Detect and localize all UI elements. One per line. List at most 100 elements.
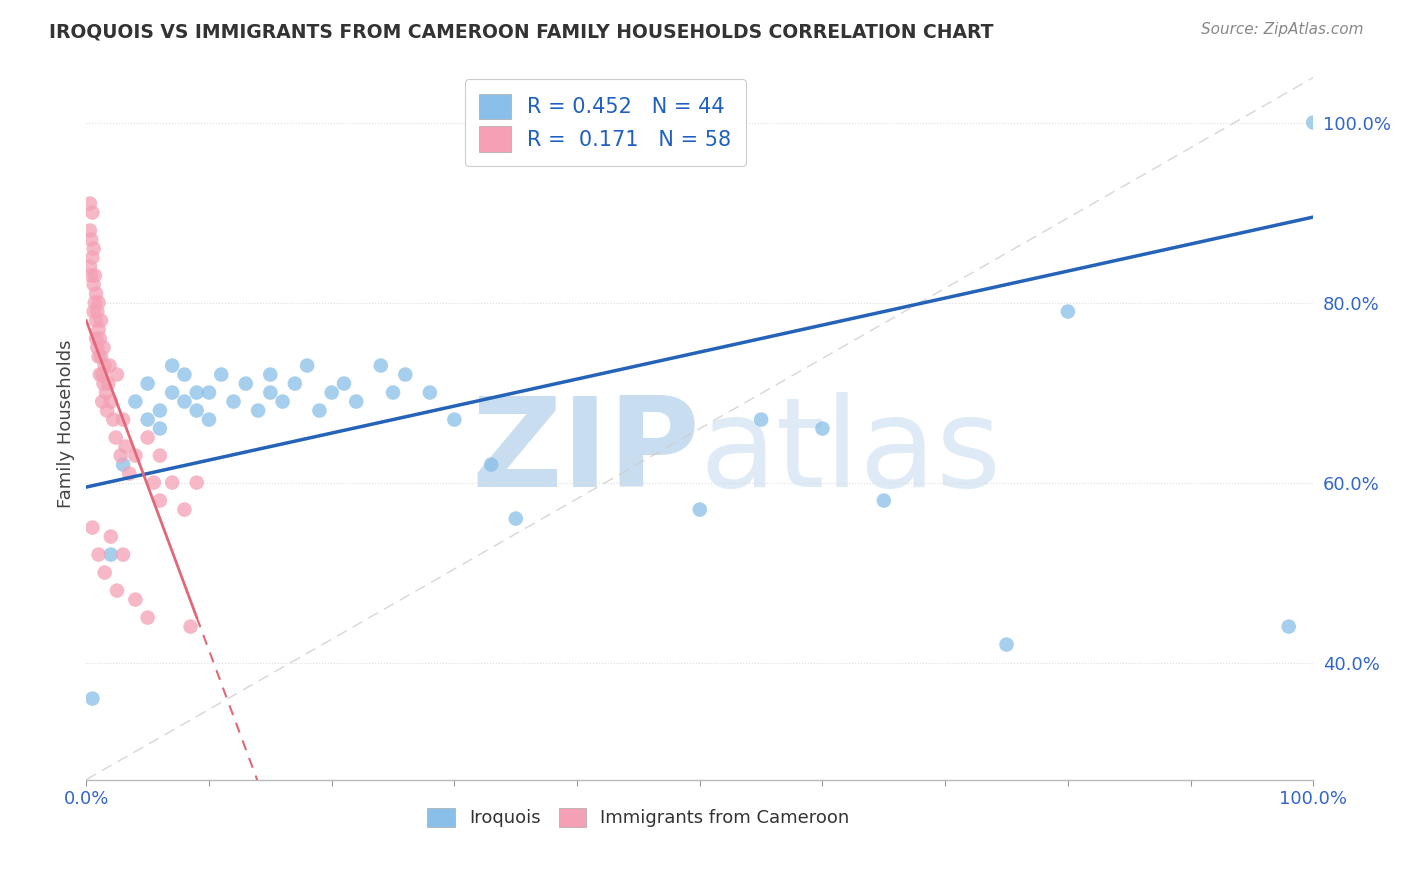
Point [114,440,136,454]
Point [160,359,183,373]
Point [90,350,112,364]
Point [89,368,111,382]
Point [105,583,128,598]
Point [93,566,115,580]
Point [84,286,107,301]
Point [93,376,115,391]
Point [173,502,195,516]
Point [90,313,112,327]
Point [93,341,115,355]
Point [82,251,104,265]
Point [105,368,128,382]
Point [149,493,172,508]
Point [321,385,343,400]
Point [505,511,527,525]
Point [186,403,208,417]
Point [80,233,103,247]
Point [118,467,141,481]
Point [222,394,245,409]
Point [124,394,146,409]
Point [82,691,104,706]
Point [370,359,392,373]
Point [1278,619,1301,633]
Point [995,638,1018,652]
Point [124,449,146,463]
Point [295,359,318,373]
Point [198,385,221,400]
Point [94,385,117,400]
Point [160,475,183,490]
Point [91,394,114,409]
Point [749,412,772,426]
Text: atlas: atlas [700,392,1002,513]
Point [811,421,834,435]
Point [247,403,270,417]
Point [344,394,367,409]
Point [136,376,159,391]
Point [103,412,125,426]
Point [112,412,135,426]
Point [149,421,172,435]
Y-axis label: Family Households: Family Households [58,340,75,508]
Point [100,548,122,562]
Point [86,341,108,355]
Point [83,242,105,256]
Point [80,268,103,283]
Point [149,403,172,417]
Point [104,431,127,445]
Point [284,376,307,391]
Point [136,431,159,445]
Point [382,385,405,400]
Point [198,412,221,426]
Point [209,368,232,382]
Point [83,277,105,292]
Text: Source: ZipAtlas.com: Source: ZipAtlas.com [1201,22,1364,37]
Point [136,610,159,624]
Point [91,368,114,382]
Point [160,385,183,400]
Point [96,403,118,417]
Point [149,449,172,463]
Point [97,376,120,391]
Point [79,196,101,211]
Point [1057,304,1080,318]
Point [124,592,146,607]
Point [419,385,441,400]
Text: ZIP: ZIP [471,392,700,513]
Point [82,205,104,219]
Point [112,548,135,562]
Point [333,376,356,391]
Point [259,385,281,400]
Point [100,394,122,409]
Point [87,322,110,336]
Point [84,313,107,327]
Point [100,530,122,544]
Point [1302,115,1324,129]
Point [87,350,110,364]
Point [83,304,105,318]
Point [110,449,132,463]
Point [308,403,330,417]
Point [142,475,165,490]
Point [93,359,115,373]
Point [83,268,105,283]
Point [394,368,416,382]
Point [235,376,257,391]
Point [87,295,110,310]
Point [136,412,159,426]
Legend: Iroquois, Immigrants from Cameroon: Iroquois, Immigrants from Cameroon [420,801,856,835]
Point [443,412,465,426]
Point [186,385,208,400]
Point [479,458,502,472]
Point [689,502,711,516]
Point [87,548,110,562]
Point [180,619,202,633]
Point [186,475,208,490]
Point [84,332,107,346]
Point [86,304,108,318]
Point [112,458,135,472]
Text: IROQUOIS VS IMMIGRANTS FROM CAMEROON FAMILY HOUSEHOLDS CORRELATION CHART: IROQUOIS VS IMMIGRANTS FROM CAMEROON FAM… [49,22,994,41]
Point [259,368,281,382]
Point [173,394,195,409]
Point [79,260,101,274]
